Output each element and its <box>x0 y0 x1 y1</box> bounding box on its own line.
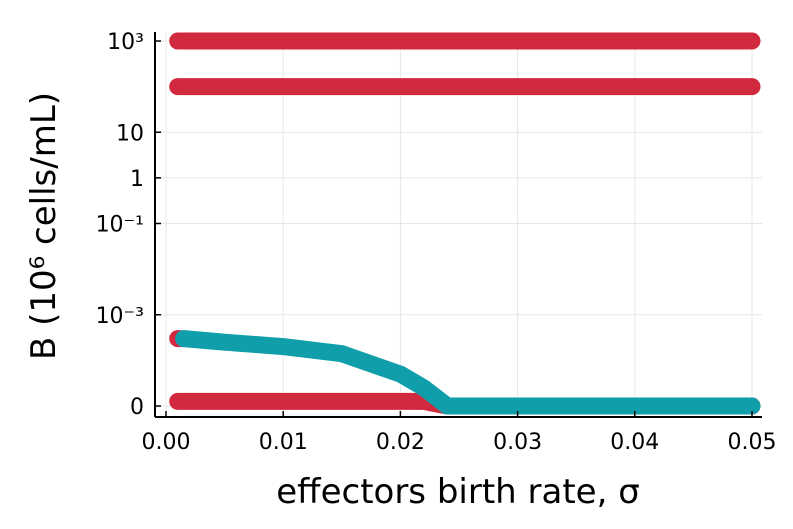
axes <box>154 32 762 418</box>
x-axis-title: effectors birth rate, σ <box>276 472 640 512</box>
y-tick-label: 10³ <box>107 30 144 55</box>
series-1-segment-0 <box>175 330 761 415</box>
y-tick-label: 1 <box>130 167 144 192</box>
series-1 <box>175 330 761 415</box>
y-tick-label: 10⁻³ <box>96 304 144 329</box>
series-layer <box>169 32 761 415</box>
x-tick-label: 0.00 <box>142 430 191 455</box>
x-tick-label: 0.02 <box>376 430 425 455</box>
y-axis-title: B (10⁶ cells/mL) <box>24 92 64 360</box>
y-tick-label: 0 <box>130 395 144 420</box>
x-tick-label: 0.03 <box>493 430 542 455</box>
y-tick-label: 10⁻¹ <box>96 213 144 238</box>
y-tick-label: 10 <box>116 121 144 146</box>
tick-labels: 0.00 0.01 0.02 0.03 0.04 0.05 0 10⁻³ 10⁻¹ 1 10 10³ <box>96 30 777 455</box>
x-tick-label: 0.04 <box>610 430 659 455</box>
x-tick-label: 0.05 <box>728 430 777 455</box>
x-tick-label: 0.01 <box>259 430 308 455</box>
